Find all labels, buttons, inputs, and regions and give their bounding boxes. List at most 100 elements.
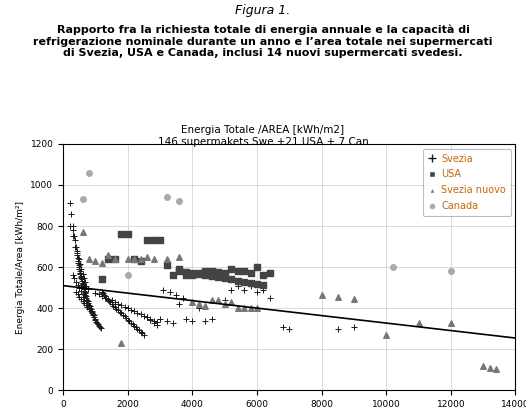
Point	[149, 319, 158, 326]
Point	[72, 243, 80, 250]
Point	[208, 268, 216, 275]
Point	[94, 321, 102, 328]
Point	[75, 293, 84, 300]
Point	[88, 309, 96, 316]
Point	[201, 272, 209, 279]
Point	[86, 308, 95, 315]
Point	[69, 227, 78, 233]
Point	[117, 231, 126, 238]
Point	[125, 318, 134, 324]
Point	[234, 282, 242, 289]
Point	[136, 258, 145, 264]
Point	[285, 326, 294, 332]
Point	[79, 275, 88, 281]
Point	[188, 299, 197, 305]
Point	[133, 309, 141, 316]
Point	[74, 291, 82, 298]
Point	[84, 286, 92, 293]
Point	[74, 260, 83, 266]
Point	[156, 315, 164, 322]
Point	[188, 317, 197, 324]
Point	[208, 315, 216, 322]
Point	[124, 231, 132, 238]
Point	[89, 312, 98, 319]
Point	[74, 258, 82, 264]
Point	[104, 296, 113, 302]
Point	[80, 293, 88, 300]
Point	[178, 295, 187, 301]
Point	[175, 254, 184, 260]
Point	[67, 210, 75, 217]
Point	[87, 306, 95, 312]
Point	[175, 301, 184, 307]
Point	[65, 200, 74, 207]
Point	[227, 266, 235, 272]
Point	[175, 268, 184, 275]
Point	[136, 256, 145, 262]
Point	[78, 298, 87, 304]
Point	[85, 303, 93, 309]
Point	[140, 313, 148, 319]
Point	[195, 271, 203, 278]
Point	[169, 272, 177, 279]
Point	[156, 237, 164, 244]
Point	[240, 305, 248, 312]
Point	[130, 322, 138, 329]
Point	[105, 298, 113, 304]
Point	[128, 321, 137, 328]
Point	[246, 282, 255, 289]
Point	[130, 256, 138, 262]
Point	[124, 305, 132, 312]
Point	[279, 323, 287, 330]
Point	[153, 319, 161, 326]
Point	[253, 264, 261, 270]
Point	[81, 279, 89, 285]
Point	[90, 314, 98, 320]
Point	[447, 268, 455, 275]
Point	[169, 319, 177, 326]
Point	[259, 281, 268, 288]
Point	[76, 261, 84, 267]
Point	[104, 256, 113, 262]
Point	[77, 275, 85, 282]
Point	[240, 278, 248, 285]
Point	[75, 266, 84, 272]
Point	[110, 256, 119, 262]
Point	[214, 269, 222, 275]
Point	[117, 340, 126, 346]
Point	[86, 305, 95, 311]
Point	[70, 275, 79, 282]
Point	[253, 280, 261, 287]
Point	[68, 272, 77, 279]
Point	[414, 319, 423, 326]
Point	[74, 281, 82, 288]
Point	[138, 330, 146, 337]
Point	[95, 291, 103, 298]
Point	[78, 196, 87, 203]
Point	[227, 286, 235, 293]
Point	[136, 311, 145, 318]
Point	[382, 332, 390, 338]
Point	[78, 291, 87, 297]
Point	[77, 276, 86, 283]
Point	[188, 272, 197, 279]
Text: Rapporto fra la richiesta totale di energia annuale e la capacità di
refrigerazi: Rapporto fra la richiesta totale di ener…	[33, 25, 493, 58]
Point	[234, 277, 242, 284]
Point	[208, 273, 216, 279]
Point	[76, 273, 85, 279]
Point	[65, 223, 74, 229]
Point	[259, 286, 268, 293]
Point	[266, 295, 274, 301]
Point	[68, 223, 77, 229]
Point	[77, 288, 85, 294]
Point	[195, 270, 203, 277]
Point	[91, 289, 99, 296]
Point	[80, 286, 88, 293]
Point	[75, 284, 84, 291]
Point	[143, 254, 151, 260]
Point	[172, 292, 180, 298]
Point	[208, 297, 216, 303]
Point	[195, 301, 203, 307]
Point	[127, 319, 135, 326]
Point	[71, 237, 79, 244]
